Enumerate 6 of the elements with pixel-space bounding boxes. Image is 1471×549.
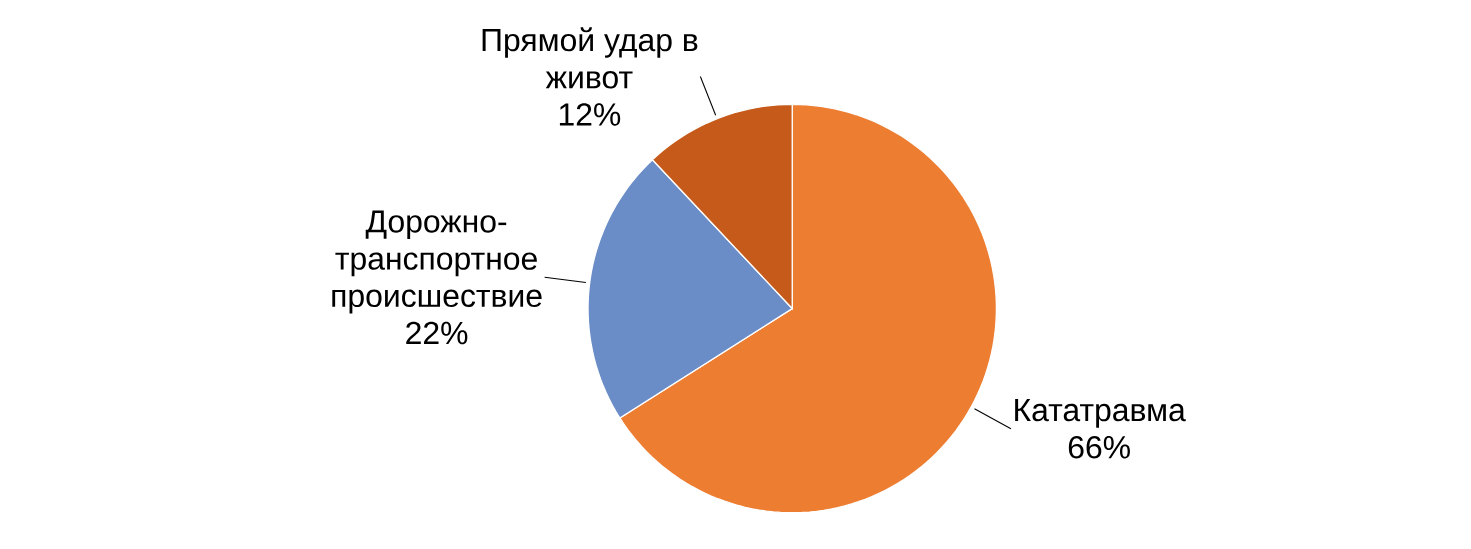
- slice-label: Кататравма: [1015, 399, 1186, 428]
- data-label: 66%: [1068, 435, 1130, 459]
- slice-label: Прямой удар в живот: [482, 27, 698, 89]
- data-label: 22%: [406, 321, 468, 345]
- slice-label: Дорожно-транспортное происшествие: [332, 210, 542, 314]
- data-label: 12%: [559, 103, 621, 126]
